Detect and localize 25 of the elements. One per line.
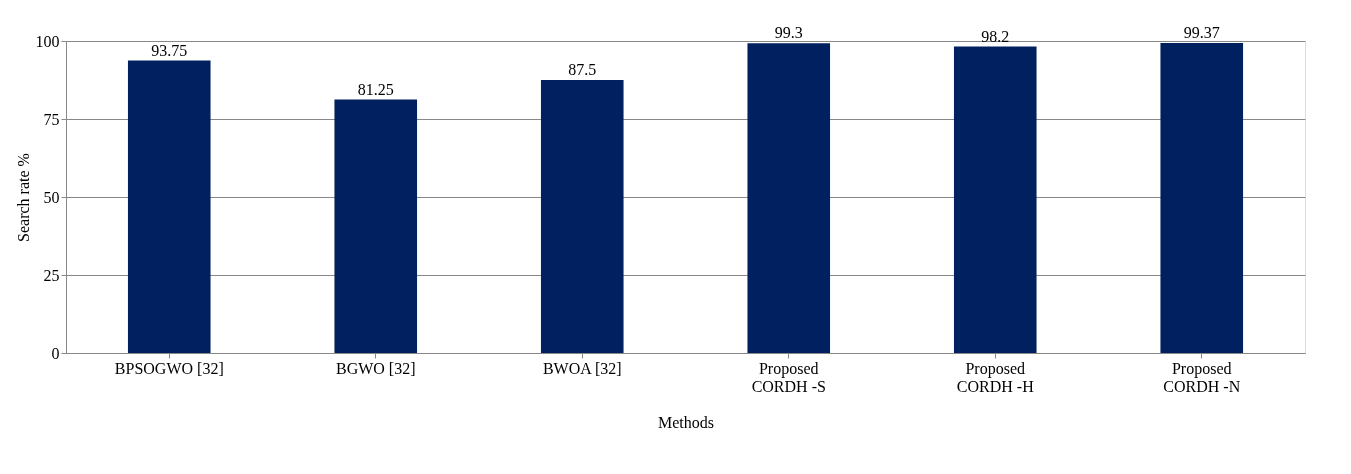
bar bbox=[1160, 42, 1244, 353]
x-tick-label: BWOA [32] bbox=[542, 359, 622, 377]
x-tick-label: Proposed CORDH -H bbox=[956, 359, 1035, 395]
y-tick-label: 75 bbox=[43, 110, 60, 128]
x-axis-title: Methods bbox=[658, 413, 714, 431]
data-label: 93.75 bbox=[151, 41, 188, 59]
data-label: 87.5 bbox=[568, 61, 597, 78]
y-tick-label: 50 bbox=[43, 188, 60, 206]
data-label: 99.37 bbox=[1183, 23, 1220, 41]
bar bbox=[127, 60, 211, 353]
bar bbox=[747, 43, 831, 353]
x-tick-label: Proposed CORDH -N bbox=[1163, 359, 1241, 395]
data-label: 99.3 bbox=[774, 24, 803, 42]
bar bbox=[334, 99, 418, 353]
bar bbox=[540, 80, 624, 353]
y-tick-label: 100 bbox=[35, 32, 60, 50]
data-label: 98.2 bbox=[981, 27, 1010, 45]
x-tick-label: BPSOGWO [32] bbox=[114, 359, 224, 377]
bar bbox=[953, 46, 1037, 353]
data-label: 81.25 bbox=[357, 80, 394, 98]
y-tick-label: 0 bbox=[51, 344, 60, 362]
x-tick-label: Proposed CORDH -S bbox=[751, 359, 826, 395]
x-tick-label: BGWO [32] bbox=[335, 359, 416, 377]
y-axis-title: Search rate % bbox=[14, 153, 32, 242]
y-tick-label: 25 bbox=[43, 266, 60, 284]
